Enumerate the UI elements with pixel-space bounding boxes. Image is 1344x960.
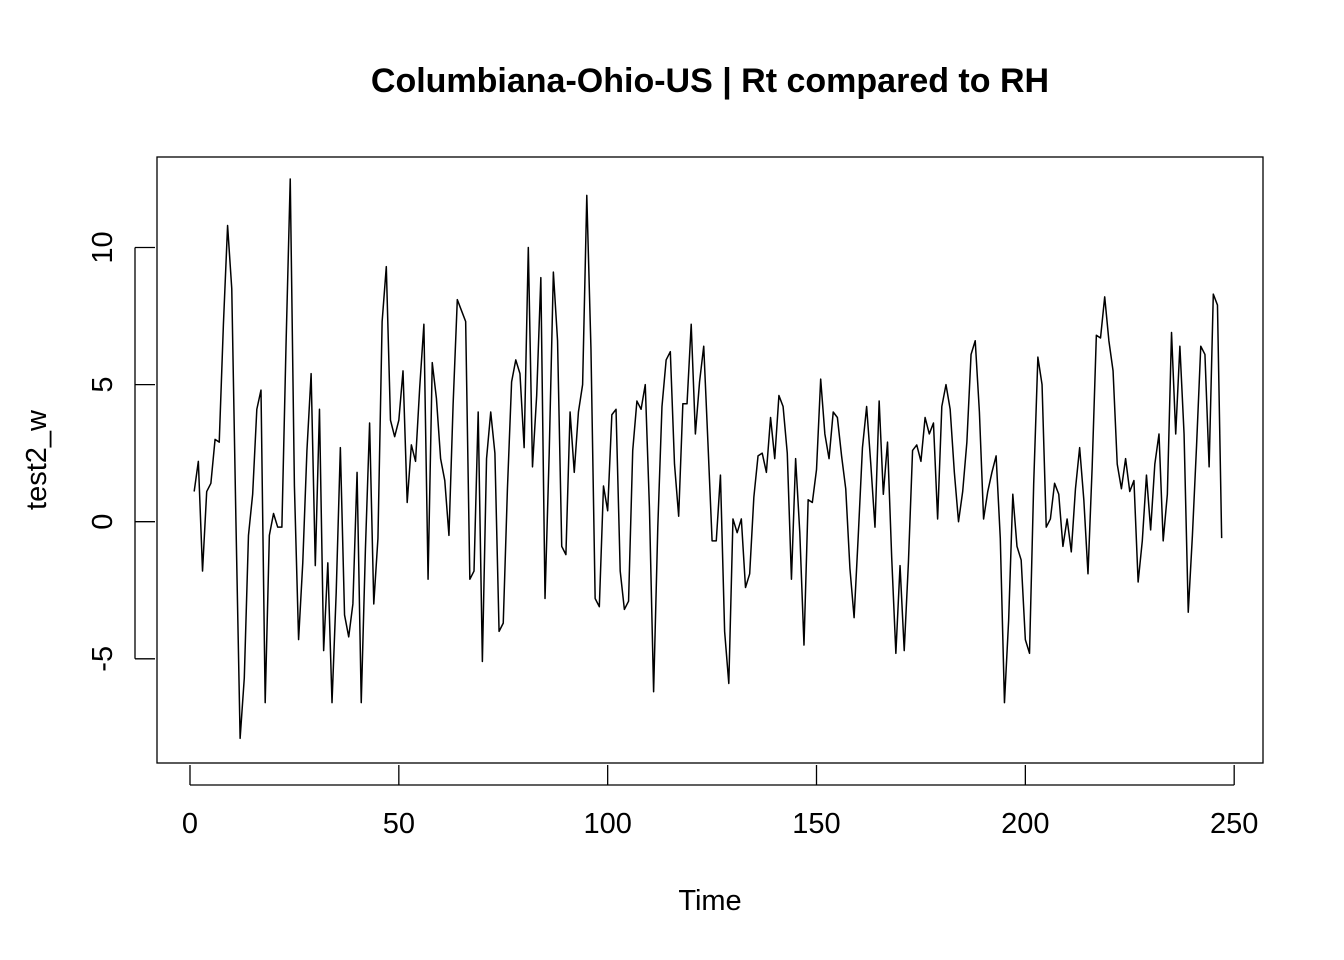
y-tick-label: -5 [87, 646, 119, 672]
y-axis-label: test2_w [21, 409, 53, 510]
x-tick-label: 250 [1210, 808, 1258, 840]
y-axis: -5 0 5 10 [87, 231, 155, 672]
x-tick-label: 50 [383, 808, 415, 840]
y-tick-label: 10 [87, 231, 119, 263]
chart-title: Columbiana-Ohio-US | Rt compared to RH [371, 62, 1049, 100]
series-layer [193, 178, 1223, 740]
x-axis: 0 50 100 150 200 250 [182, 765, 1258, 840]
x-tick-label: 0 [182, 808, 198, 840]
x-axis-label: Time [678, 885, 741, 917]
y-tick-label: 0 [87, 514, 119, 530]
series-line [193, 178, 1223, 740]
x-tick-label: 150 [792, 808, 840, 840]
x-tick-label: 200 [1001, 808, 1049, 840]
x-tick-label: 100 [583, 808, 631, 840]
y-tick-label: 5 [87, 377, 119, 393]
plot-frame [156, 156, 1264, 764]
